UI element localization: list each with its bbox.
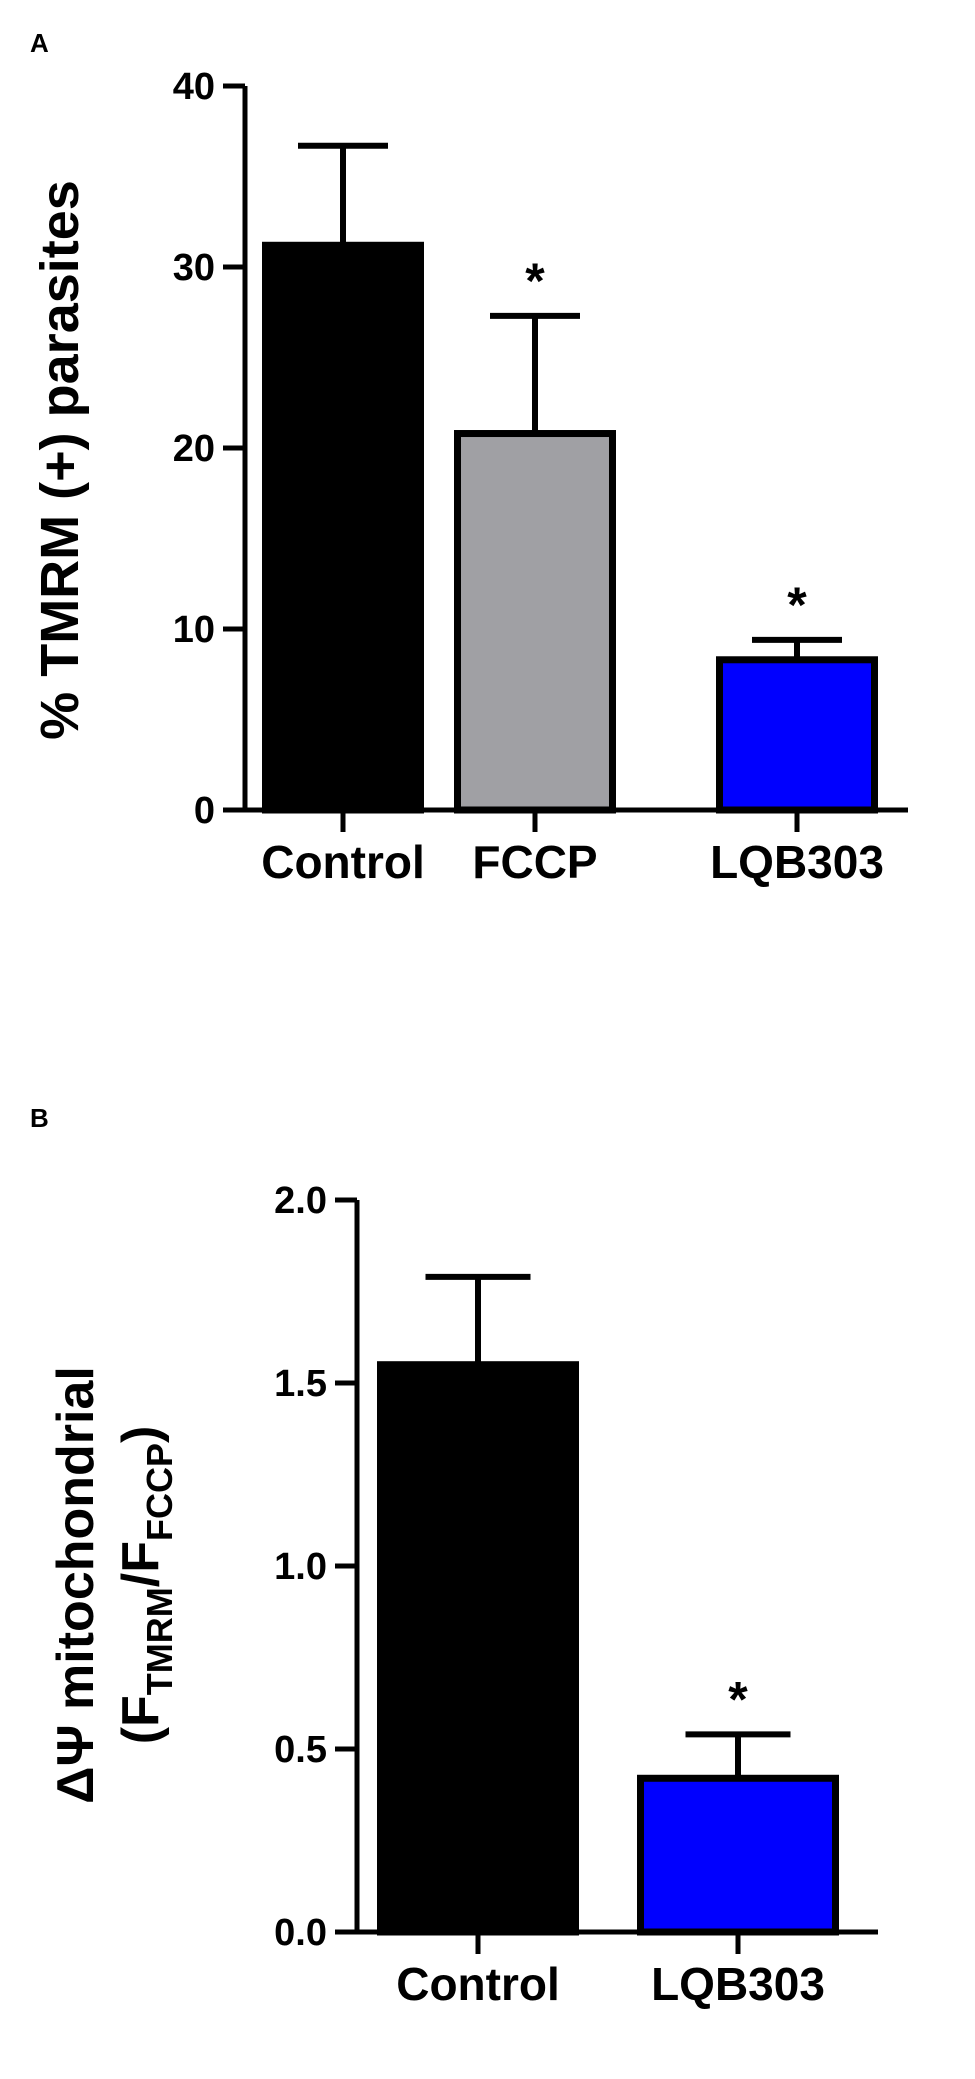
y-tick-label: 1.0 bbox=[274, 1546, 327, 1588]
significance-marker: * bbox=[728, 1671, 748, 1727]
panel-a-letter: A bbox=[30, 28, 49, 58]
y-tick-label: 2.0 bbox=[274, 1180, 327, 1222]
panel-b-categories: Control LQB303 bbox=[396, 1932, 825, 2010]
bar-control bbox=[377, 1361, 579, 1936]
y-tick-label: 0.5 bbox=[274, 1729, 327, 1771]
panel-b-y-axis-title: ΔΨ mitochondrial bbox=[47, 1366, 105, 1804]
y-tick-label: 20 bbox=[173, 428, 215, 470]
category-label: LQB303 bbox=[710, 836, 884, 888]
y-tick-label: 0 bbox=[194, 790, 215, 832]
y-tick-label: 0.0 bbox=[274, 1912, 327, 1954]
y-tick-label: 30 bbox=[173, 247, 215, 289]
y-tick-label: 40 bbox=[173, 66, 215, 108]
bar-fccp bbox=[454, 430, 616, 814]
significance-marker: * bbox=[525, 253, 545, 309]
category-label: Control bbox=[261, 836, 425, 888]
category-label: Control bbox=[396, 1958, 560, 2010]
bar-control bbox=[262, 241, 424, 814]
panel-b-y-axis-subtitle: (FTMRM/FFCCP) bbox=[112, 1426, 180, 1745]
category-label: FCCP bbox=[472, 836, 597, 888]
panel-b-letter: B bbox=[30, 1103, 49, 1133]
panel-b-y-ticks: 0.0 0.5 1.0 1.5 2.0 bbox=[274, 1180, 878, 1954]
panel-a-bars: ** bbox=[262, 142, 878, 814]
panel-b-bars: * bbox=[377, 1273, 839, 1936]
significance-marker: * bbox=[787, 577, 807, 633]
y-tick-label: 1.5 bbox=[274, 1363, 327, 1405]
panel-a-categories: Control FCCP LQB303 bbox=[261, 810, 884, 888]
category-label: LQB303 bbox=[651, 1958, 825, 2010]
bar-lqb303 bbox=[716, 656, 878, 814]
bar-lqb303 bbox=[637, 1774, 839, 1936]
panel-a-y-axis-title: % TMRM (+) parasites bbox=[30, 180, 90, 740]
panel-b: B ΔΨ mitochondrial (FTMRM/FFCCP) 0.0 0.5 1… bbox=[30, 1103, 878, 2010]
y-tick-label: 10 bbox=[173, 609, 215, 651]
